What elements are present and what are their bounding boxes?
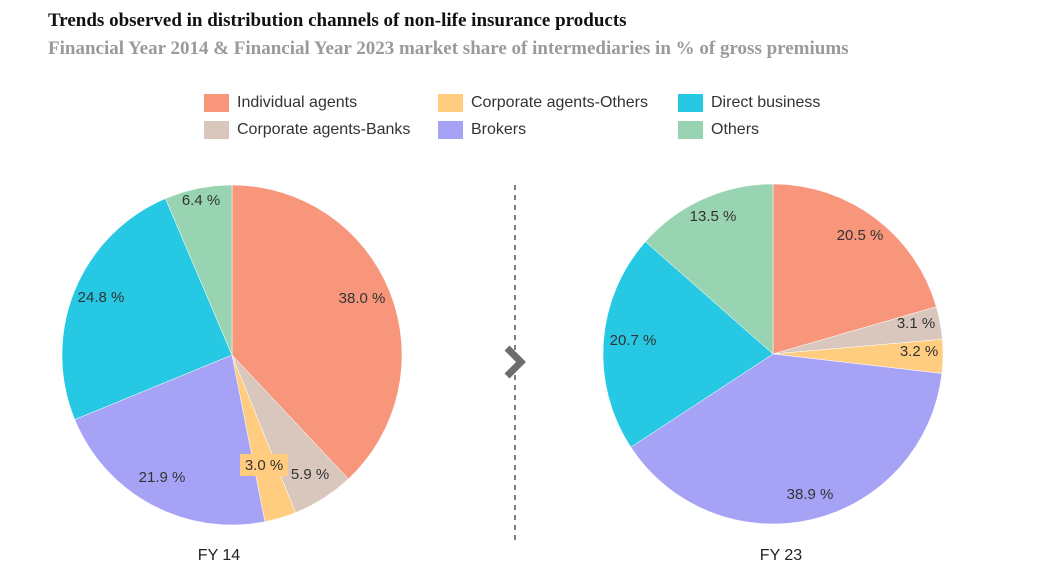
caption-fy14: FY 14 <box>198 547 241 564</box>
legend-item-individual-agents: Individual agents <box>204 92 357 114</box>
pie-slice-others <box>645 183 774 355</box>
legend: Individual agents Corporate agents-Other… <box>0 0 1044 150</box>
slice-label-brokers: 21.9 % <box>139 469 186 486</box>
legend-swatch <box>678 121 703 139</box>
slice-label-brokers: 38.9 % <box>787 486 834 503</box>
pie-slice-others <box>165 184 233 356</box>
pie-slice-brokers <box>74 354 266 526</box>
legend-label: Corporate agents-Banks <box>237 121 411 138</box>
legend-item-others: Others <box>678 119 759 141</box>
slice-label-direct-business: 20.7 % <box>610 332 657 349</box>
slice-label-direct-business: 24.8 % <box>78 289 125 306</box>
pie-slice-individual-agents <box>231 184 403 480</box>
legend-swatch <box>678 94 703 112</box>
legend-label: Brokers <box>471 121 527 138</box>
pie-slice-individual-agents <box>772 183 937 355</box>
legend-label: Individual agents <box>237 94 358 111</box>
pie-fy14: 38.0 % 5.9 % 3.0 % 21.9 % 24.8 % 6.4 % <box>61 184 403 526</box>
slice-label-others: 13.5 % <box>690 208 737 225</box>
chart-subtitle: Financial Year 2014 & Financial Year 202… <box>48 38 849 59</box>
slice-label-corporate-agents-others: 3.0 % <box>245 457 283 474</box>
chevron-right-icon <box>504 345 526 379</box>
legend-item-corporate-agents-others: Corporate agents-Others <box>438 92 648 114</box>
legend-item-corporate-agents-banks: Corporate agents-Banks <box>204 119 410 141</box>
slice-label-corporate-agents-banks: 3.1 % <box>897 315 935 332</box>
legend-swatch <box>438 94 463 112</box>
legend-swatch <box>204 121 229 139</box>
legend-swatch <box>204 94 229 112</box>
chart-title: Trends observed in distribution channels… <box>48 10 627 31</box>
slice-label-others: 6.4 % <box>182 192 220 209</box>
legend-item-brokers: Brokers <box>438 119 526 141</box>
slice-label-background <box>240 454 288 476</box>
legend-label: Others <box>711 121 760 138</box>
caption-fy23: FY 23 <box>760 547 803 564</box>
pie-fy23: 20.5 % 3.1 % 3.2 % 38.9 % 20.7 % 13.5 % <box>602 183 944 525</box>
legend-swatch <box>438 121 463 139</box>
pie-slice-direct-business <box>61 198 233 420</box>
slice-label-corporate-agents-others: 3.2 % <box>900 343 938 360</box>
legend-label: Corporate agents-Others <box>471 94 648 111</box>
slice-label-individual-agents: 20.5 % <box>837 227 884 244</box>
slice-label-corporate-agents-banks: 5.9 % <box>291 466 329 483</box>
legend-label: Direct business <box>711 94 821 111</box>
slice-label-individual-agents: 38.0 % <box>339 290 386 307</box>
legend-item-direct-business: Direct business <box>678 92 820 114</box>
pie-slice-direct-business <box>602 241 774 448</box>
